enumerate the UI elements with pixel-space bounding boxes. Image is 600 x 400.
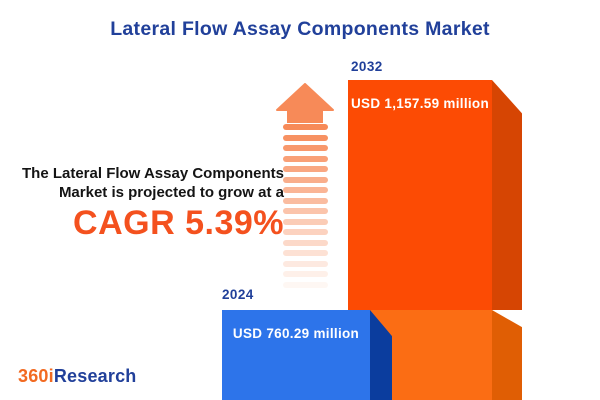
bar-2032-value: USD 1,157.59 million: [350, 96, 490, 111]
bar-2024-face: USD 760.29 million: [222, 310, 370, 400]
annotation-line-1: The Lateral Flow Assay Components: [22, 165, 284, 182]
growth-arrow-dashes: [283, 124, 328, 292]
cagr-value: CAGR 5.39%: [73, 204, 284, 242]
bar-2032-base-segment-side: [492, 310, 522, 400]
bar-2032-side: [492, 80, 522, 310]
growth-annotation: The Lateral Flow Assay Components Market…: [0, 164, 284, 241]
bar-2024-value: USD 760.29 million: [232, 326, 360, 341]
bar-2024-side: [370, 310, 392, 400]
brand-logo: 360iResearch: [18, 366, 137, 387]
annotation-line-2: Market is projected to grow at a: [58, 184, 284, 201]
brand-logo-360i: 360i: [18, 366, 54, 386]
brand-logo-research: Research: [53, 366, 137, 386]
bar-year-label-2032: 2032: [351, 59, 383, 74]
chart-title: Lateral Flow Assay Components Market: [110, 18, 490, 40]
bar-year-label-2024: 2024: [222, 287, 254, 302]
growth-arrow-icon: [276, 83, 334, 123]
bar-2032-face: USD 1,157.59 million: [348, 80, 492, 310]
